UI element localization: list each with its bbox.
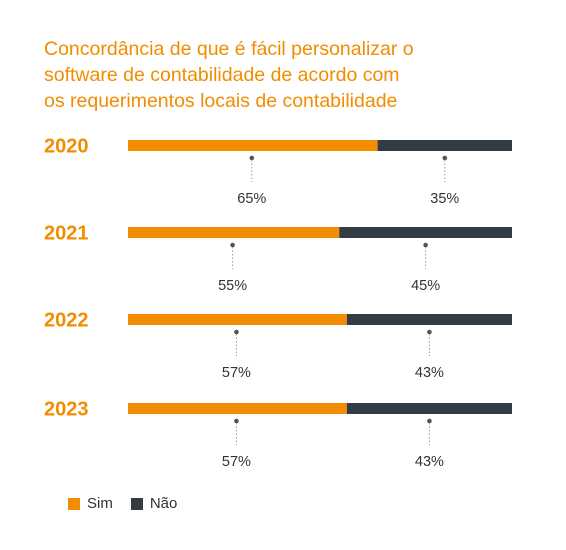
legend-item-sim: Sim [68, 495, 113, 512]
stacked-bar-chart: 2020 65% 35% 2021 55% 45% 2022 57% 43% 2023 57% 43% [44, 136, 512, 470]
leader-dot-1-2022 [427, 329, 432, 335]
leader-dot-0-2022 [234, 329, 239, 335]
leader-dot-1-2021 [423, 242, 428, 248]
bar-no-2021 [339, 227, 512, 238]
legend-label-nao: Não [149, 495, 178, 512]
bar-no-2022 [346, 314, 512, 325]
bar-no-2020 [377, 140, 512, 151]
leader-dot-1-2020 [442, 155, 448, 161]
legend: Sim Não [68, 495, 195, 512]
category-label-2023: 2023 [44, 399, 89, 421]
legend-label-sim: Sim [87, 495, 113, 512]
chart-title: Concordância de que é fácil personalizar… [44, 36, 544, 114]
leader-dot-0-2023 [234, 418, 239, 424]
legend-item-nao: Não [130, 495, 178, 512]
value-label-no-2021: 45% [411, 278, 440, 294]
bar-sim-2023 [128, 403, 347, 414]
bar-sim-2020 [128, 140, 378, 151]
value-label-sim-2021: 55% [218, 278, 247, 294]
category-label-2022: 2022 [44, 310, 89, 332]
value-label-no-2023: 43% [415, 454, 444, 470]
bar-no-2023 [346, 403, 512, 414]
value-label-sim-2023: 57% [222, 454, 251, 470]
chart-title-line-3: os requerimentos locais de contabilidade [44, 90, 398, 112]
category-label-2021: 2021 [44, 223, 89, 245]
bar-sim-2021 [128, 227, 340, 238]
value-label-no-2020: 35% [430, 191, 459, 207]
leader-dot-1-2023 [427, 418, 432, 424]
bar-sim-2022 [128, 314, 347, 325]
leader-dot-0-2020 [249, 155, 255, 161]
chart-title-line-1: Concordância de que é fácil personalizar… [44, 38, 414, 60]
leader-dot-0-2021 [230, 242, 235, 248]
legend-swatch-nao [130, 497, 143, 510]
chart-title-line-2: software de contabilidade de acordo com [44, 64, 400, 86]
legend-swatch-sim [68, 497, 80, 510]
value-label-no-2022: 43% [415, 365, 444, 381]
category-label-2020: 2020 [44, 136, 89, 158]
value-label-sim-2022: 57% [222, 365, 251, 381]
value-label-sim-2020: 65% [237, 191, 266, 207]
